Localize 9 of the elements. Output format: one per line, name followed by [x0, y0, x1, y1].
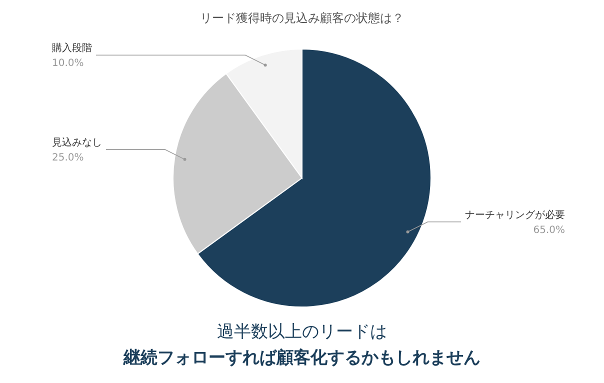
- slice-label: 購入段階: [52, 42, 92, 54]
- text: 過半数以上のリードは: [217, 322, 387, 342]
- text: 継続フォローすれば顧客化するかもしれません: [122, 348, 480, 368]
- chart-title: リード獲得時の見込み顧客の状態は？: [200, 11, 404, 25]
- data-label: 10.0%: [52, 58, 84, 70]
- slice-label: 見込みなし: [52, 136, 102, 148]
- data-label: 25.0%: [52, 152, 84, 164]
- slice-label: ナーチャリングが必要: [465, 208, 565, 221]
- data-label: 65.0%: [533, 224, 565, 236]
